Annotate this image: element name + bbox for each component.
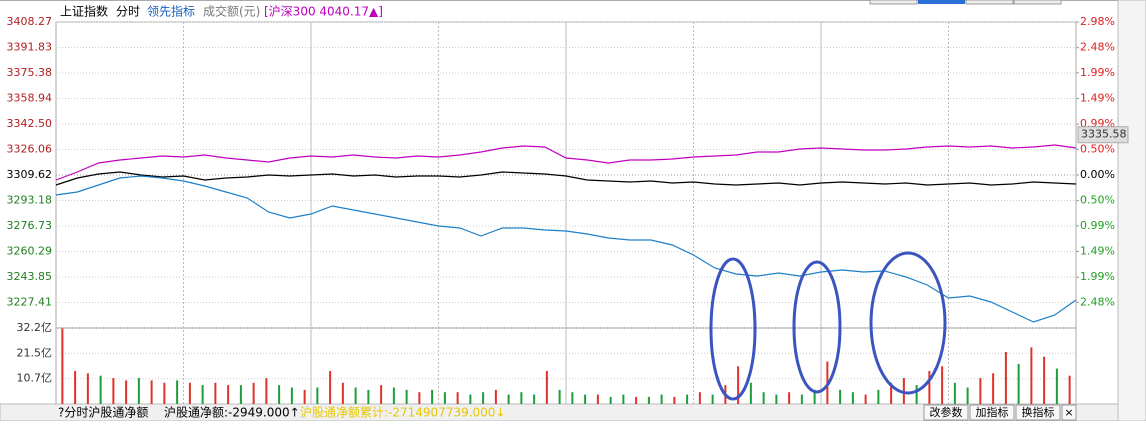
y2-tick-label: 0.00% bbox=[1080, 168, 1115, 181]
y2-tick-label: 2.48% bbox=[1080, 41, 1115, 54]
y-tick-label: 3375.38 bbox=[7, 66, 53, 79]
annotation-circle bbox=[709, 257, 757, 401]
status-button-label[interactable]: 加指标 bbox=[976, 405, 1009, 419]
tab[interactable] bbox=[1013, 0, 1062, 5]
y2-tick-label: 1.49% bbox=[1080, 245, 1115, 258]
y-tick-label: 3408.27 bbox=[7, 15, 53, 28]
volume-tick-label: 32.2亿 bbox=[17, 321, 53, 334]
mode[interactable]: 分时 bbox=[116, 5, 140, 19]
status-button[interactable] bbox=[923, 404, 969, 421]
y-tick-label: 3243.85 bbox=[7, 270, 53, 283]
index-name[interactable]: 上证指数 bbox=[60, 4, 108, 19]
status-button-label[interactable]: × bbox=[1064, 406, 1073, 419]
annotation-circle bbox=[869, 251, 947, 395]
indicator[interactable]: 领先指标 bbox=[147, 4, 195, 19]
y-tick-label: 3227.41 bbox=[7, 296, 53, 309]
y-tick-label: 3342.50 bbox=[7, 117, 53, 130]
price-line bbox=[55, 175, 1077, 323]
status-button[interactable] bbox=[1015, 404, 1061, 421]
status-indicator[interactable]: ?分时沪股通净额 bbox=[58, 406, 148, 420]
y-tick-label: 3309.62 bbox=[7, 168, 53, 181]
y2-tick-label: 2.48% bbox=[1080, 295, 1115, 308]
y-tick-label: 3326.06 bbox=[7, 143, 53, 156]
y-tick-label: 3260.29 bbox=[7, 245, 53, 258]
status-button-label[interactable]: 改参数 bbox=[930, 405, 963, 419]
volume-tick-label: 21.5亿 bbox=[17, 346, 53, 359]
annotation-circle bbox=[792, 260, 842, 394]
toolbar bbox=[0, 0, 1118, 22]
y-tick-label: 3276.73 bbox=[7, 219, 53, 232]
status-button[interactable] bbox=[969, 404, 1015, 421]
status-button[interactable] bbox=[1061, 404, 1077, 421]
y2-tick-label: 1.99% bbox=[1080, 66, 1115, 79]
volume-tick-label: 10.7亿 bbox=[17, 372, 53, 385]
price-line bbox=[55, 171, 1077, 186]
price-line bbox=[55, 144, 1077, 181]
current-price: 3335.58 bbox=[1081, 128, 1127, 141]
y2-tick-label: 1.49% bbox=[1080, 92, 1115, 105]
y2-tick-label: 1.99% bbox=[1080, 270, 1115, 283]
y-tick-label: 3358.94 bbox=[7, 92, 53, 105]
y2-tick-label: 0.99% bbox=[1080, 219, 1115, 232]
side-panel bbox=[1117, 0, 1146, 422]
y2-tick-label: 0.50% bbox=[1080, 194, 1115, 207]
price-tag bbox=[1077, 126, 1129, 144]
tab[interactable] bbox=[965, 0, 1014, 5]
y-tick-label: 3391.83 bbox=[7, 40, 53, 53]
y2-tick-label: 0.50% bbox=[1080, 142, 1115, 155]
status-net: 沪股通净额:-2949.000↑ bbox=[164, 406, 300, 420]
vertical-grid bbox=[183, 22, 949, 404]
y-tick-label: 3293.18 bbox=[7, 193, 53, 206]
status-button-label[interactable]: 换指标 bbox=[1022, 405, 1055, 419]
tab[interactable] bbox=[869, 0, 918, 5]
status-cumulative: 沪股通净额累计:-2714907739.000↓ bbox=[300, 406, 506, 420]
tab-selected[interactable] bbox=[918, 0, 965, 4]
compare[interactable]: [沪深300 4040.17▲] bbox=[264, 5, 383, 19]
volume-unit: 成交额(元) bbox=[203, 4, 260, 19]
y2-tick-label: 2.98% bbox=[1080, 15, 1115, 28]
